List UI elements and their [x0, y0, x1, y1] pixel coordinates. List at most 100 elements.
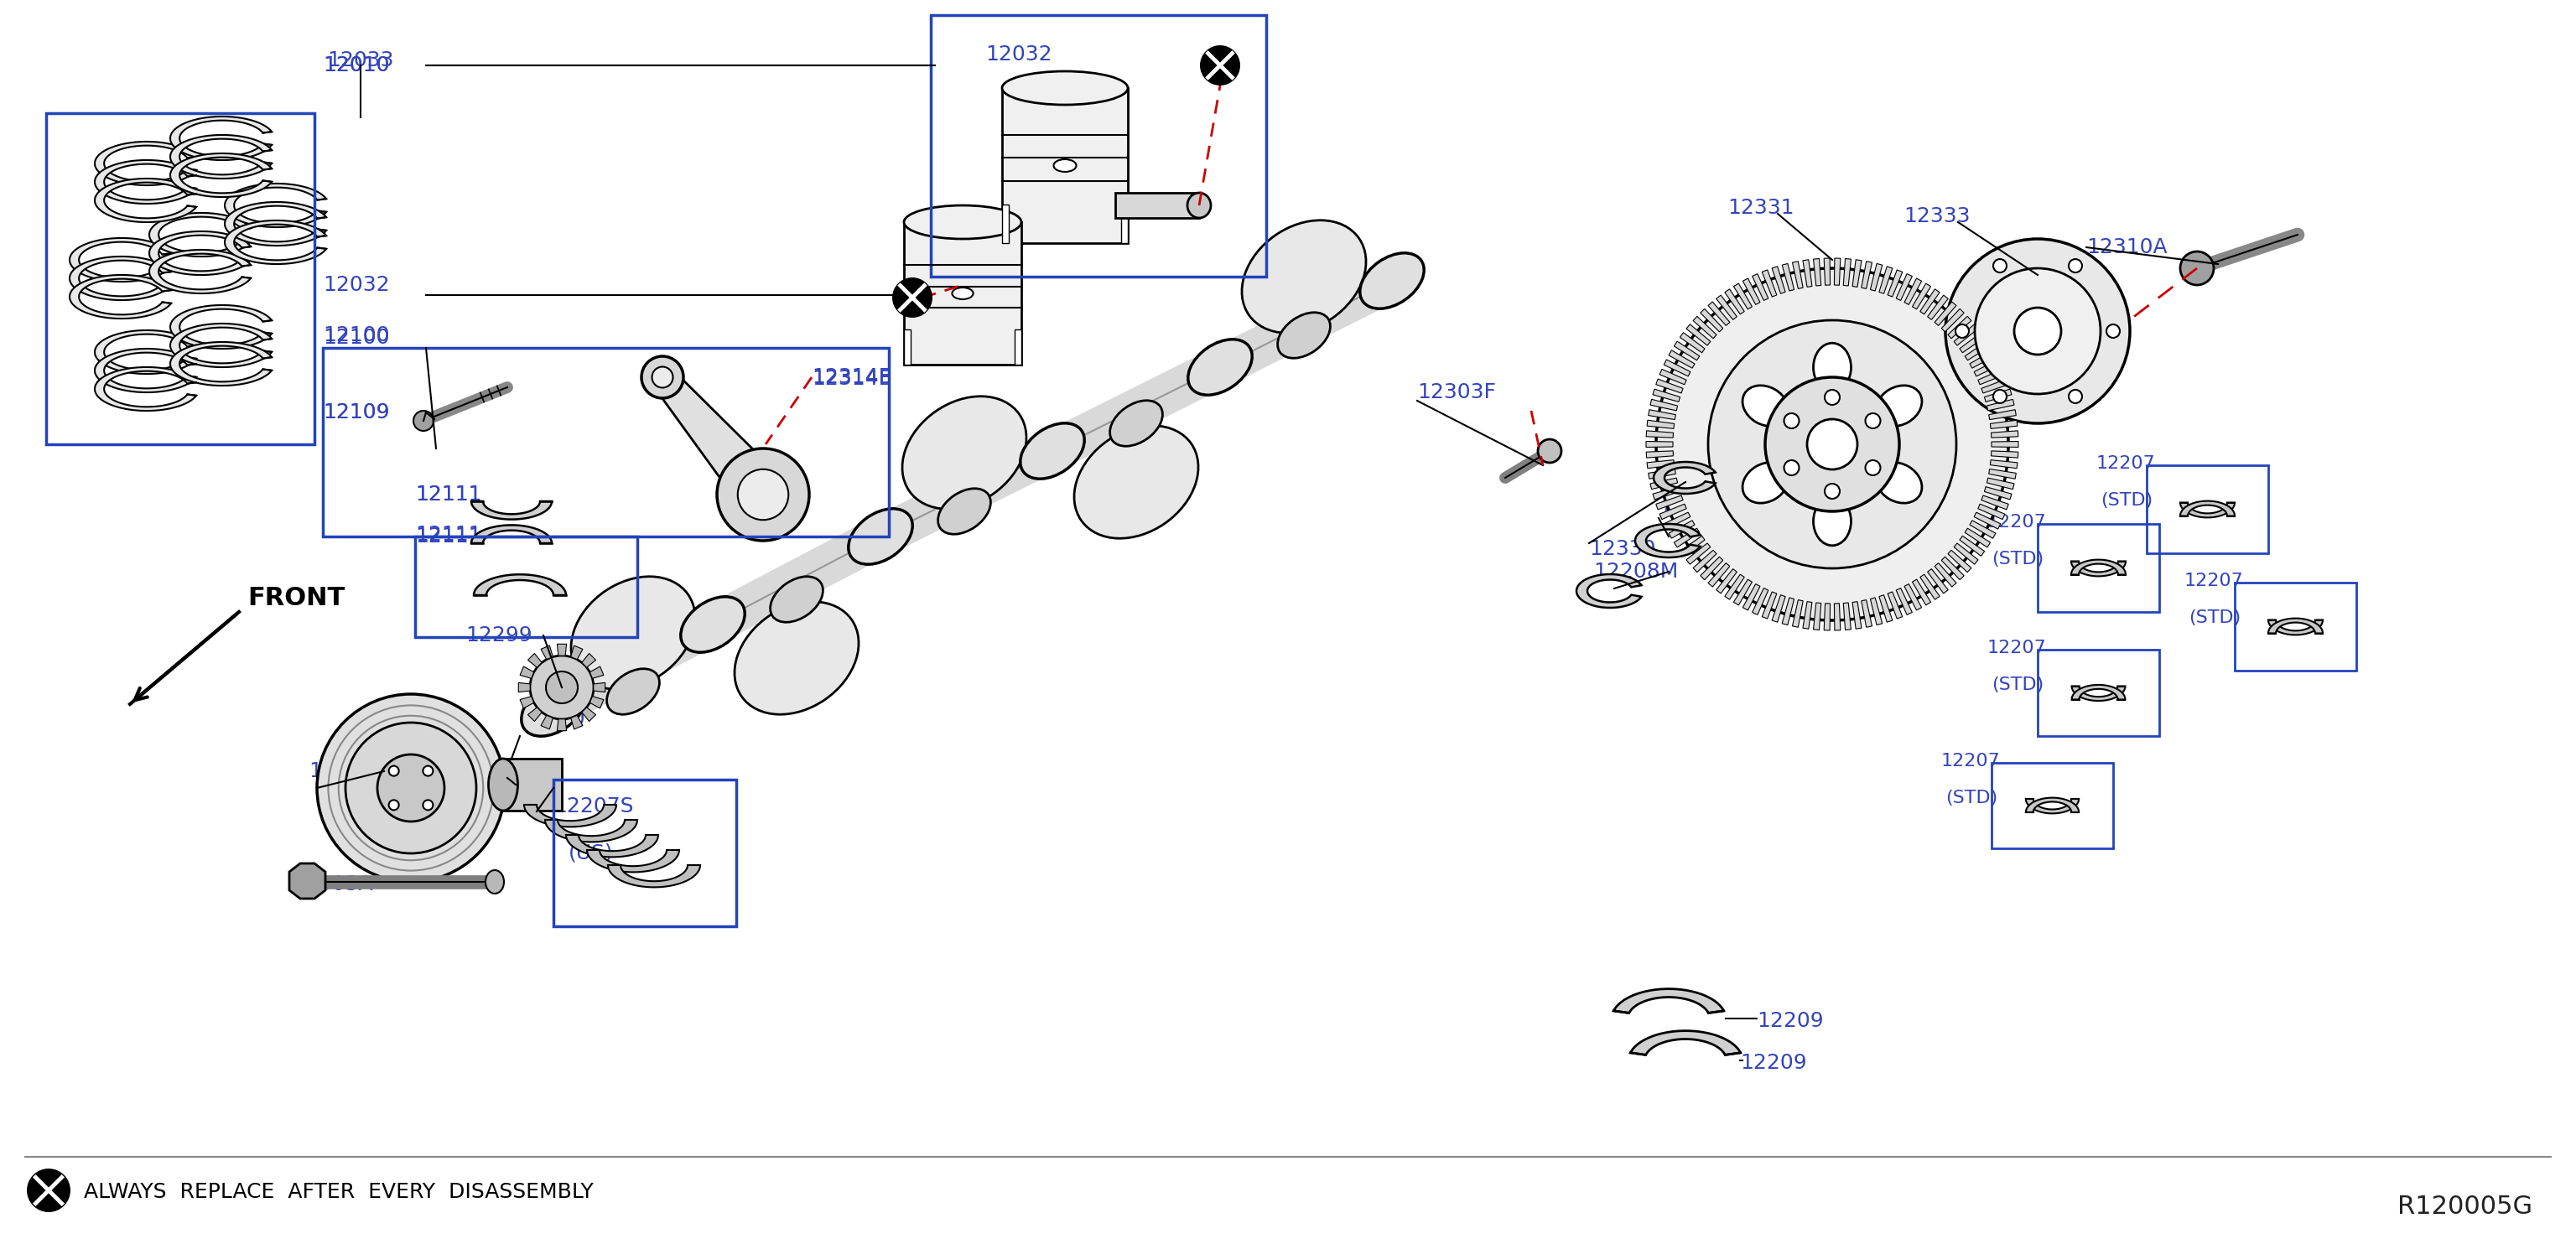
Polygon shape — [1991, 442, 2020, 447]
Polygon shape — [1680, 536, 1705, 556]
Polygon shape — [170, 134, 273, 179]
Polygon shape — [1927, 569, 1947, 593]
Polygon shape — [170, 323, 273, 367]
Polygon shape — [2071, 687, 2125, 700]
Polygon shape — [518, 683, 531, 692]
Ellipse shape — [680, 597, 744, 652]
Polygon shape — [541, 715, 554, 729]
Polygon shape — [1973, 360, 2002, 376]
Circle shape — [26, 1168, 70, 1212]
Circle shape — [641, 356, 683, 398]
Text: 12111: 12111 — [415, 484, 482, 505]
Polygon shape — [1783, 597, 1793, 624]
Polygon shape — [1654, 462, 1716, 494]
Circle shape — [1994, 389, 2007, 403]
Text: ALWAYS  REPLACE  AFTER  EVERY  DISASSEMBLY: ALWAYS REPLACE AFTER EVERY DISASSEMBLY — [85, 1182, 592, 1202]
Polygon shape — [1734, 284, 1752, 310]
Circle shape — [1200, 45, 1239, 86]
Circle shape — [652, 367, 672, 388]
Bar — [1115, 193, 1198, 218]
Ellipse shape — [1278, 312, 1329, 358]
Circle shape — [389, 800, 399, 810]
Text: 13021+A: 13021+A — [381, 726, 479, 746]
Text: 12207S: 12207S — [554, 796, 634, 816]
Polygon shape — [1896, 274, 1911, 301]
Polygon shape — [1656, 379, 1682, 393]
Polygon shape — [1762, 592, 1777, 618]
Polygon shape — [95, 330, 196, 374]
Text: 12010: 12010 — [322, 55, 389, 76]
Ellipse shape — [938, 489, 992, 534]
Polygon shape — [1947, 550, 1971, 572]
Polygon shape — [95, 179, 196, 223]
Polygon shape — [1744, 583, 1759, 611]
Polygon shape — [1984, 389, 2012, 402]
Polygon shape — [572, 646, 582, 659]
Circle shape — [716, 449, 809, 541]
Polygon shape — [1744, 279, 1759, 305]
Polygon shape — [1942, 309, 1963, 332]
Polygon shape — [2071, 561, 2125, 576]
Ellipse shape — [1741, 463, 1788, 503]
Polygon shape — [70, 256, 170, 300]
Ellipse shape — [1188, 340, 1252, 396]
Ellipse shape — [489, 759, 518, 811]
Polygon shape — [582, 708, 595, 722]
Polygon shape — [1646, 420, 1674, 429]
Polygon shape — [170, 153, 273, 197]
Text: R120005G: R120005G — [2398, 1195, 2532, 1219]
Ellipse shape — [734, 602, 858, 714]
Polygon shape — [1803, 260, 1811, 287]
Circle shape — [1865, 413, 1880, 428]
Polygon shape — [1687, 325, 1710, 346]
Ellipse shape — [902, 397, 1025, 509]
Polygon shape — [2071, 560, 2125, 575]
Polygon shape — [471, 501, 551, 520]
Polygon shape — [2025, 797, 2079, 812]
Ellipse shape — [904, 205, 1020, 239]
Polygon shape — [1700, 309, 1723, 332]
Polygon shape — [1989, 409, 2017, 419]
Bar — [554, 780, 737, 927]
Polygon shape — [1904, 583, 1922, 611]
Polygon shape — [170, 117, 273, 160]
Polygon shape — [149, 250, 250, 294]
Ellipse shape — [1875, 463, 1922, 503]
Circle shape — [1806, 419, 1857, 469]
Polygon shape — [1852, 260, 1862, 287]
Circle shape — [422, 766, 433, 776]
Polygon shape — [95, 348, 196, 392]
Text: 12330: 12330 — [1589, 539, 1656, 559]
Circle shape — [1824, 484, 1839, 499]
Polygon shape — [1669, 520, 1695, 539]
Circle shape — [1865, 460, 1880, 475]
Polygon shape — [528, 708, 541, 722]
Polygon shape — [1654, 389, 1680, 402]
Text: 12032: 12032 — [984, 45, 1051, 65]
Polygon shape — [556, 644, 567, 656]
Polygon shape — [2269, 618, 2324, 633]
Circle shape — [1765, 377, 1899, 511]
Polygon shape — [1716, 569, 1736, 593]
Polygon shape — [2025, 799, 2079, 814]
Polygon shape — [1674, 341, 1700, 361]
Polygon shape — [1680, 332, 1705, 353]
Circle shape — [531, 656, 592, 719]
Circle shape — [1785, 413, 1798, 428]
Ellipse shape — [520, 680, 585, 736]
Ellipse shape — [1110, 401, 1162, 447]
Bar — [1991, 763, 2112, 848]
Polygon shape — [1708, 564, 1728, 587]
Bar — [2146, 465, 2269, 554]
Polygon shape — [556, 719, 567, 730]
Text: 12100: 12100 — [322, 327, 389, 348]
Polygon shape — [1649, 409, 1674, 419]
Ellipse shape — [1741, 386, 1788, 427]
Text: 12310A: 12310A — [2087, 238, 2166, 258]
Polygon shape — [1649, 469, 1674, 479]
Polygon shape — [1919, 575, 1940, 600]
Polygon shape — [149, 213, 250, 256]
Polygon shape — [546, 820, 636, 842]
Polygon shape — [1852, 602, 1862, 629]
Polygon shape — [224, 184, 327, 228]
